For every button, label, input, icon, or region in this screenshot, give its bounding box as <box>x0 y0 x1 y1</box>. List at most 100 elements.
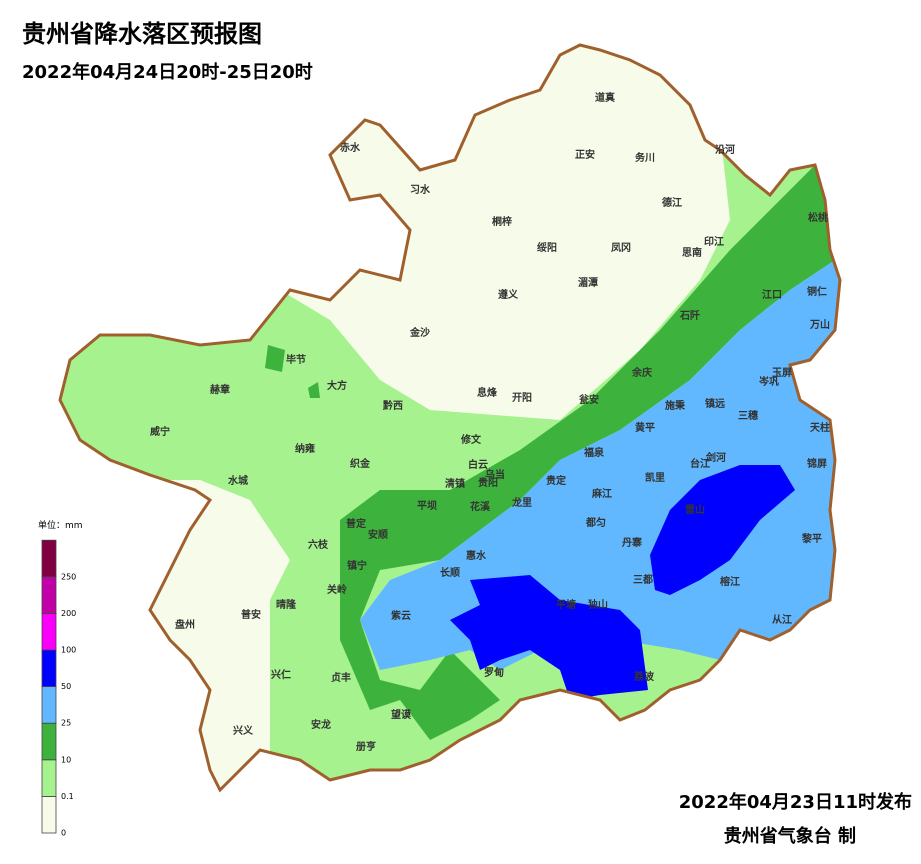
county-label: 赤水 <box>340 141 361 154</box>
county-label: 凯里 <box>645 471 665 484</box>
county-label: 黎平 <box>802 532 822 545</box>
county-label: 白云 <box>468 458 488 471</box>
rain-zone <box>360 250 840 670</box>
county-label: 湄潭 <box>578 276 598 289</box>
county-label: 务川 <box>635 151 655 164</box>
legend-swatch <box>41 649 57 687</box>
county-label: 晴隆 <box>276 598 297 611</box>
county-label: 大方 <box>327 379 347 392</box>
county-label: 江口 <box>762 288 782 301</box>
rain-zone <box>450 575 648 700</box>
county-label: 铜仁 <box>807 285 827 298</box>
county-label: 玉屏 <box>772 367 792 379</box>
county-label: 六枝 <box>308 538 329 551</box>
county-label: 遵义 <box>498 288 519 301</box>
county-label: 独山 <box>588 598 608 611</box>
county-label: 三都 <box>633 573 653 586</box>
legend: 0 0.1 10 25 50 100 200 250 <box>41 539 76 838</box>
agency: 贵州省气象台 制 <box>724 825 856 847</box>
county-label: 乌当 <box>485 468 505 481</box>
county-label: 万山 <box>809 318 830 331</box>
subtitle: 2022年04月24日20时-25日20时 <box>22 61 313 83</box>
county-label: 清镇 <box>445 477 465 490</box>
county-label: 凤冈 <box>611 242 631 254</box>
rain-zone <box>308 382 320 398</box>
county-label: 福泉 <box>583 446 605 459</box>
legend-swatch <box>41 613 57 651</box>
legend-label: 25 <box>61 719 71 728</box>
county-label: 施秉 <box>665 399 686 412</box>
county-label: 息烽 <box>477 386 498 399</box>
county-label: 普安 <box>241 608 261 621</box>
county-label: 册亨 <box>356 740 376 753</box>
county-label: 石阡 <box>679 309 700 322</box>
legend-label: 10 <box>61 755 71 764</box>
legend-label: 250 <box>61 572 76 581</box>
title: 贵州省降水落区预报图 <box>22 20 262 48</box>
legend-swatch <box>41 759 57 797</box>
county-label: 丹寨 <box>622 536 642 549</box>
county-label: 开阳 <box>512 392 532 404</box>
legend-swatch <box>41 796 57 834</box>
county-label: 天柱 <box>810 421 830 434</box>
county-label: 平塘 <box>556 598 576 611</box>
county-label: 兴仁 <box>271 668 291 681</box>
county-label: 台江 <box>690 457 710 470</box>
county-label: 沿河 <box>715 143 735 156</box>
county-label: 榕江 <box>720 575 740 588</box>
county-label: 黔西 <box>383 399 403 412</box>
county-label: 思南 <box>682 246 702 259</box>
county-label: 威宁 <box>150 425 170 438</box>
legend-swatch <box>41 576 57 614</box>
county-label: 桐梓 <box>492 215 512 228</box>
legend-label: 200 <box>61 609 76 618</box>
county-label: 毕节 <box>286 353 306 366</box>
legend-label: 50 <box>61 682 71 691</box>
rain-zone <box>650 465 795 595</box>
county-label: 都匀 <box>585 516 606 529</box>
legend-label: 0.1 <box>61 792 74 801</box>
county-label: 从江 <box>772 613 792 626</box>
county-label: 修文 <box>460 433 482 446</box>
county-label: 贵定 <box>546 474 566 487</box>
county-label: 长顺 <box>440 566 460 579</box>
county-label: 镇宁 <box>347 559 367 572</box>
county-label: 余庆 <box>631 366 652 379</box>
rain-zone <box>340 160 840 740</box>
county-label: 瓮安 <box>579 393 599 406</box>
county-label: 贞丰 <box>331 671 351 684</box>
county-label: 紫云 <box>391 609 411 622</box>
county-label: 望谟 <box>391 708 412 721</box>
county-label: 印江 <box>704 235 724 248</box>
legend-swatch <box>41 686 57 724</box>
county-label: 习水 <box>410 183 431 196</box>
county-label: 惠水 <box>466 549 487 562</box>
county-label: 黄平 <box>635 421 655 434</box>
legend-unit: 单位：mm <box>38 519 83 531</box>
county-label: 正安 <box>575 148 595 161</box>
legend-swatch <box>41 722 57 761</box>
county-label: 普定 <box>346 517 366 530</box>
county-label: 罗甸 <box>484 666 504 679</box>
legend-swatch <box>41 539 57 578</box>
county-label: 锦屏 <box>807 457 827 470</box>
county-label: 金沙 <box>409 326 430 339</box>
county-label: 德江 <box>661 196 682 209</box>
county-label: 贵阳 <box>478 476 498 489</box>
legend-label: 0 <box>61 829 66 838</box>
county-label: 松桃 <box>808 211 828 224</box>
rain-zone <box>265 345 285 372</box>
county-label: 道真 <box>595 91 615 104</box>
county-label: 花溪 <box>470 500 491 513</box>
county-label: 麻江 <box>591 487 612 500</box>
county-label: 水城 <box>227 474 248 487</box>
county-label: 关岭 <box>327 583 347 596</box>
county-label: 纳雍 <box>295 442 315 455</box>
county-label: 镇远 <box>705 397 725 410</box>
county-label: 岑巩 <box>758 375 779 388</box>
county-label: 盘州 <box>175 618 195 631</box>
county-label: 织金 <box>350 457 371 470</box>
county-label: 安顺 <box>368 528 388 541</box>
